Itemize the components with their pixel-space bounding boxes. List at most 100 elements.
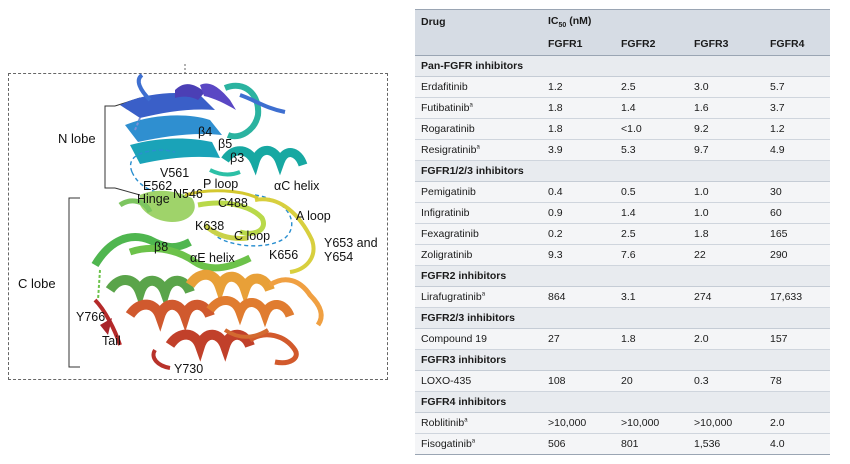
table-row: Pemigatinib 0.4 0.5 1.0 30 [415,181,830,203]
fgfr3-column-header: FGFR3 [688,33,764,56]
ic50-value-cell: 1.0 [688,202,764,224]
table-row: Compound 19 27 1.8 2.0 157 [415,328,830,350]
table-group-row: FGFR3 inhibitors [415,349,830,371]
kinase-structure-figure: N lobe C lobe β4 β5 β3 V561 E562 P loop … [0,0,400,464]
group-title: Pan-FGFR inhibitors [415,55,830,77]
ic50-value-cell: 1.2 [542,76,615,98]
ic50-value-cell: 274 [688,286,764,308]
y730-label: Y730 [174,362,204,376]
drug-name: Fisogatinib [421,438,472,450]
ic50-value-cell: >10,000 [615,412,688,434]
ic50-value-cell: >10,000 [688,412,764,434]
figure-dashed-frame [8,73,388,380]
tail-ribbon [100,318,112,335]
c-loop-label: C loop [234,229,271,243]
ic50-value-cell: >10,000 [542,412,615,434]
ic50-value-cell: 1.0 [688,181,764,203]
drug-name: Compound 19 [421,333,487,345]
table-row: LOXO-435 108 20 0.3 78 [415,370,830,392]
drug-name-cell: Roblitiniba [415,412,542,434]
ic50-table: Drug IC50 (nM) FGFR1 FGFR2 FGFR3 FGFR4 P… [415,9,830,455]
n-lobe-bracket [104,105,115,189]
k638-label: K638 [195,219,225,233]
y766-label: Y766 [76,310,106,324]
table-group-row: FGFR4 inhibitors [415,391,830,413]
protein-ribbon-illustration [68,64,324,370]
ic50-value-cell: 3.1 [615,286,688,308]
ic50-value-cell: 801 [615,433,688,455]
c-lobe-label: C lobe [18,276,56,291]
drug-name-cell: LOXO-435 [415,370,542,392]
beta5-label: β5 [218,137,233,151]
ic50-value-cell: 3.0 [688,76,764,98]
ic50-value-cell: 9.3 [542,244,615,266]
beta4-label: β4 [198,125,213,139]
ic50-value-cell: 78 [764,370,830,392]
ic50-value-cell: 9.2 [688,118,764,140]
ic50-value-cell: 0.5 [615,181,688,203]
group-title: FGFR3 inhibitors [415,349,830,371]
table-row: Fexagratinib 0.2 2.5 1.8 165 [415,223,830,245]
ic50-value-cell: 0.9 [542,202,615,224]
table-group-row: FGFR2 inhibitors [415,265,830,287]
n-lobe-label: N lobe [58,131,96,146]
ic50-value-cell: 506 [542,433,615,455]
table-group-row: FGFR1/2/3 inhibitors [415,160,830,182]
table-group-row: Pan-FGFR inhibitors [415,55,830,77]
n-lobe-ribbons [120,73,286,164]
y653-label-line1: Y653 and [324,236,378,250]
k656-label: K656 [269,248,299,262]
ic50-value-cell: 9.7 [688,139,764,161]
drug-name: Infigratinib [421,207,470,219]
table-header-row-2: FGFR1 FGFR2 FGFR3 FGFR4 [415,33,830,56]
fgfr1-column-header: FGFR1 [542,33,615,56]
n546-label: N546 [173,187,203,201]
drug-name-cell: Erdafitinib [415,76,542,98]
table-row: Resigratiniba 3.9 5.3 9.7 4.9 [415,139,830,161]
ic50-value-cell: 30 [764,181,830,203]
ic50-value-cell: 4.9 [764,139,830,161]
ic50-value-cell: 1,536 [688,433,764,455]
ic50-value-cell: 2.5 [615,223,688,245]
ic50-value-cell: 3.9 [542,139,615,161]
v561-label: V561 [160,166,190,180]
table-row: Roblitiniba >10,000 >10,000 >10,000 2.0 [415,412,830,434]
drug-name: Rogaratinib [421,123,475,135]
table-row: Lirafugratiniba 864 3.1 274 17,633 [415,286,830,308]
ic50-value-cell: 2.5 [615,76,688,98]
ic50-value-cell: 27 [542,328,615,350]
drug-name: Zoligratinib [421,249,473,261]
table-group-row: FGFR2/3 inhibitors [415,307,830,329]
drug-name-cell: Infigratinib [415,202,542,224]
drug-name: Resigratinib [421,144,477,156]
ic50-value-cell: 0.4 [542,181,615,203]
group-title: FGFR2/3 inhibitors [415,307,830,329]
drug-name-cell: Futibatiniba [415,97,542,119]
c488-label: C488 [218,196,248,210]
ic50-header: IC50 (nM) [542,9,830,34]
drug-name-cell: Lirafugratiniba [415,286,542,308]
drug-name: Erdafitinib [421,81,468,93]
e562-label: E562 [143,179,173,193]
drug-name: Lirafugratinib [421,291,482,303]
ic50-value-cell: 4.0 [764,433,830,455]
ic50-value-cell: 108 [542,370,615,392]
ic50-value-cell: 864 [542,286,615,308]
ic50-value-cell: 60 [764,202,830,224]
ic50-value-cell: 1.6 [688,97,764,119]
p-loop-label: P loop [203,177,239,191]
footnote-marker: a [471,438,476,445]
drug-name: Futibatinib [421,102,470,114]
ic50-value-cell: 290 [764,244,830,266]
ic50-value-cell: 1.8 [542,97,615,119]
footnote-marker: a [476,144,480,151]
ic50-value-cell: 157 [764,328,830,350]
ic50-value-cell: 1.8 [688,223,764,245]
ic50-value-cell: 2.0 [688,328,764,350]
group-title: FGFR2 inhibitors [415,265,830,287]
ic50-value-cell: 22 [688,244,764,266]
ic50-value-cell: 1.4 [615,97,688,119]
table-body: Pan-FGFR inhibitors Erdafitinib 1.2 2.5 3.0 5… [415,55,830,455]
ic50-value-cell: 1.8 [615,328,688,350]
ic50-table-container: Drug IC50 (nM) FGFR1 FGFR2 FGFR3 FGFR4 P… [415,9,830,455]
